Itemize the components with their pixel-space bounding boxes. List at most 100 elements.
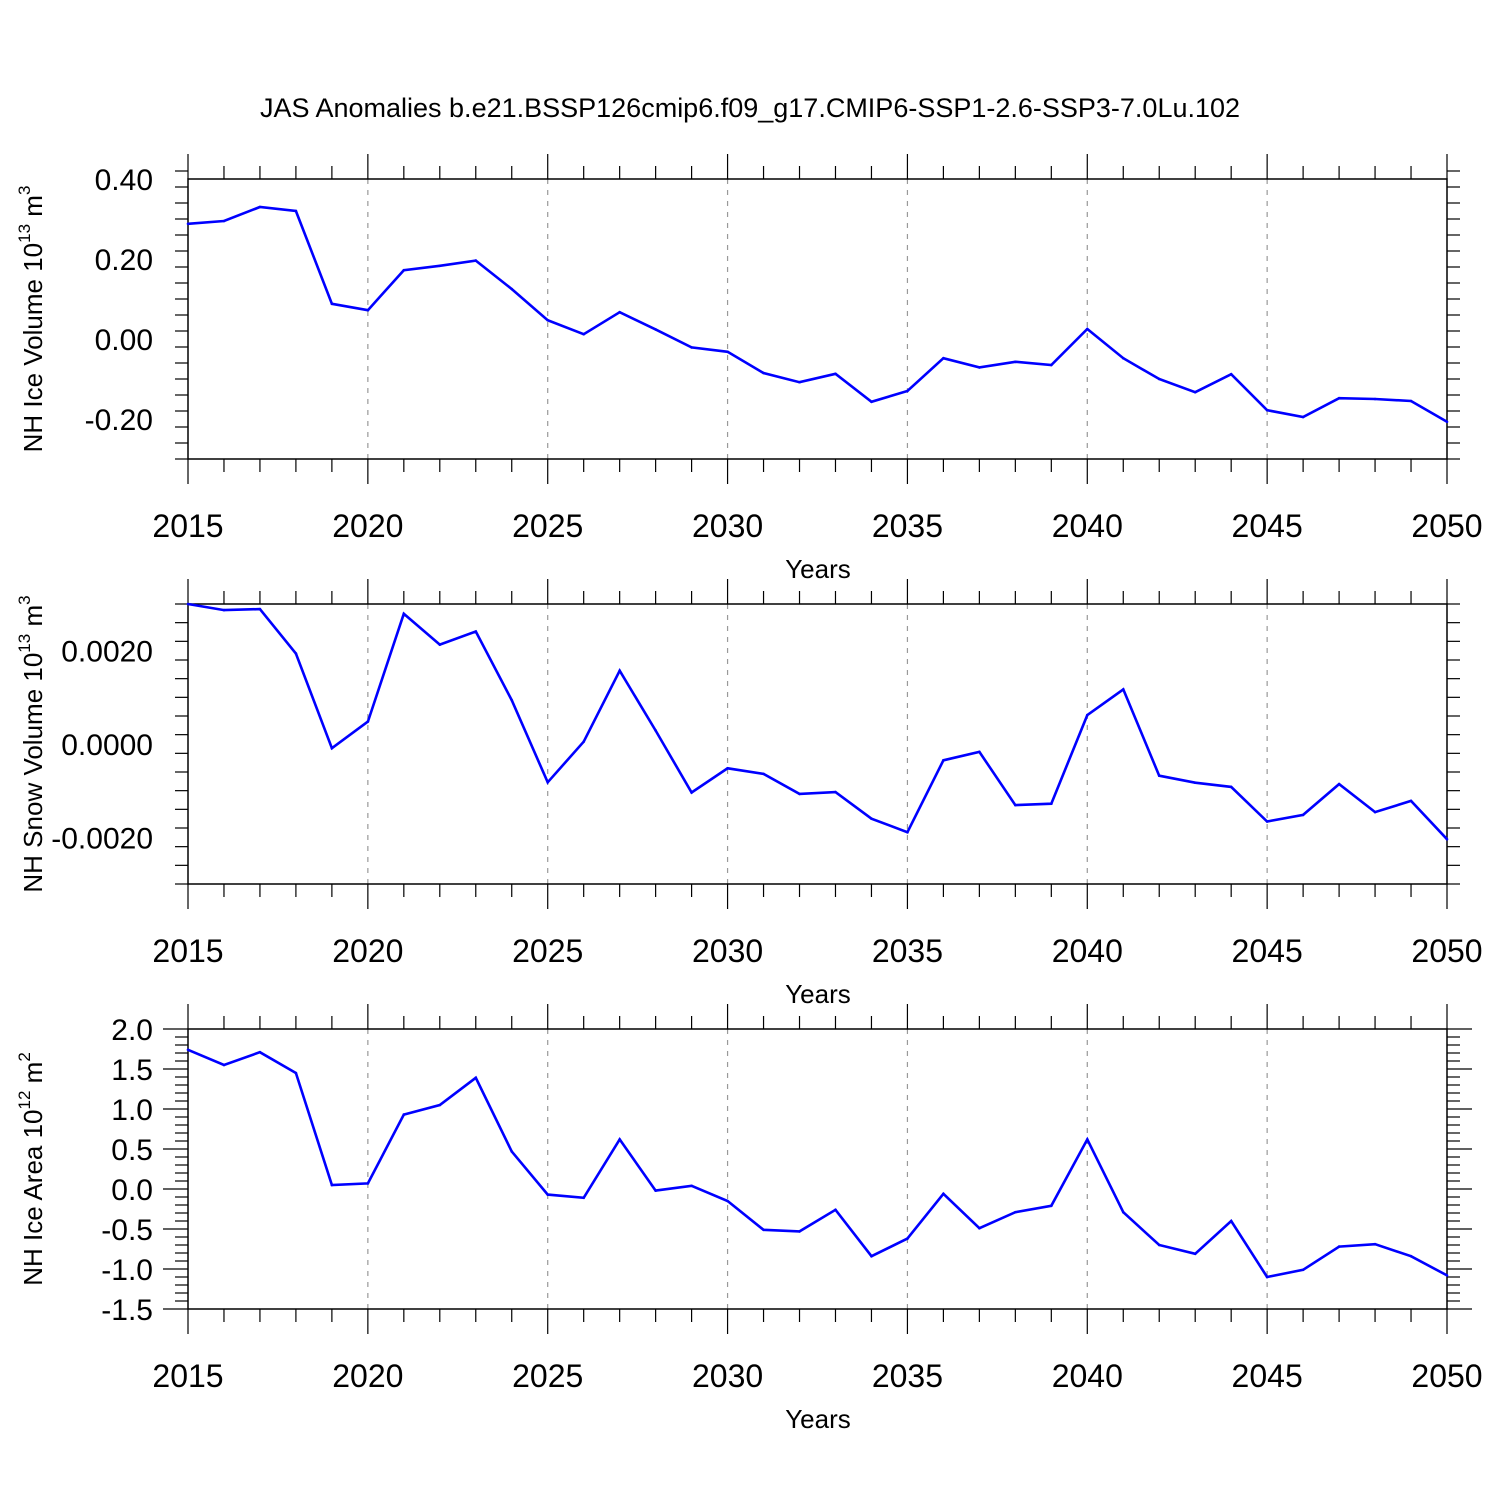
data-point	[1050, 1204, 1053, 1208]
data-point	[1085, 1138, 1089, 1141]
x-tick-label: 2025	[512, 508, 583, 544]
y-tick-label: -0.5	[101, 1214, 153, 1247]
y-tick-label: 0.5	[111, 1134, 153, 1167]
data-point	[1014, 360, 1017, 364]
data-point	[906, 389, 909, 393]
x-tick-label: 2015	[152, 1358, 223, 1394]
data-point	[1301, 1268, 1305, 1272]
series-line	[187, 602, 1448, 841]
data-point	[870, 817, 873, 820]
y-tick-label: 1.0	[111, 1094, 153, 1127]
x-tick-label: 2045	[1232, 508, 1303, 544]
data-point	[258, 205, 262, 209]
x-tick-label: 2035	[872, 933, 943, 969]
data-point	[294, 209, 298, 213]
data-point	[654, 1189, 657, 1192]
x-tick-label: 2025	[512, 933, 583, 969]
data-point	[474, 1076, 478, 1080]
y-tick-label: 0.0000	[61, 729, 153, 762]
y-axis-label: NH Snow Volume 1013 m3	[15, 595, 48, 892]
x-tick-label: 2035	[872, 508, 943, 544]
x-axis-label: Years	[785, 979, 851, 1009]
data-point	[654, 729, 657, 732]
data-point	[186, 602, 190, 606]
data-point	[438, 1103, 442, 1107]
data-point	[402, 1113, 406, 1116]
data-point	[1157, 377, 1161, 381]
data-point	[582, 332, 585, 336]
data-point	[798, 792, 801, 796]
data-point	[546, 780, 550, 784]
data-point	[186, 222, 190, 226]
data-point	[906, 1237, 909, 1240]
data-point	[834, 1208, 837, 1212]
data-point	[366, 720, 370, 723]
data-point	[330, 746, 334, 750]
data-point	[942, 1192, 945, 1196]
data-point	[1193, 781, 1197, 785]
data-point	[1121, 1210, 1125, 1214]
x-tick-label: 2045	[1232, 933, 1303, 969]
x-tick-label: 2020	[332, 1358, 403, 1394]
y-axis-label: NH Ice Volume 1013 m3	[15, 186, 48, 453]
data-point	[1373, 1242, 1377, 1246]
data-point	[762, 772, 765, 776]
data-point	[1193, 1252, 1197, 1256]
plot-frame	[187, 178, 1448, 460]
y-tick-label: 2.0	[111, 1014, 153, 1047]
x-tick-label: 2040	[1052, 933, 1123, 969]
data-point	[546, 1193, 550, 1196]
data-point	[726, 350, 729, 354]
data-point	[690, 791, 693, 794]
x-tick-label: 2015	[152, 508, 223, 544]
data-point	[1085, 713, 1089, 717]
y-tick-label: 0.20	[95, 244, 153, 277]
data-point	[438, 643, 442, 646]
data-point	[474, 630, 478, 633]
data-point	[582, 1196, 585, 1200]
x-tick-label: 2045	[1232, 1358, 1303, 1394]
x-tick-label: 2015	[152, 933, 223, 969]
data-point	[186, 1048, 190, 1052]
data-point	[258, 1050, 262, 1054]
data-point	[906, 830, 909, 834]
data-point	[1409, 1254, 1413, 1258]
data-point	[1445, 837, 1449, 841]
data-point	[618, 310, 621, 314]
x-tick-label: 2025	[512, 1358, 583, 1394]
y-tick-label: -1.5	[101, 1294, 153, 1327]
data-point	[618, 1138, 621, 1141]
x-tick-label: 2020	[332, 933, 403, 969]
data-point	[726, 1199, 729, 1203]
series-line	[187, 205, 1448, 423]
data-point	[1229, 785, 1233, 789]
data-point	[654, 328, 657, 331]
data-point	[1229, 372, 1233, 376]
y-axis-label: NH Ice Area 1012 m2	[15, 1052, 48, 1286]
data-point	[474, 259, 478, 262]
data-point	[330, 302, 334, 306]
data-point	[1265, 820, 1269, 823]
data-point	[942, 356, 945, 360]
x-tick-label: 2050	[1411, 508, 1482, 544]
y-tick-label: 1.5	[111, 1054, 153, 1087]
series-line	[187, 1048, 1448, 1279]
x-tick-label: 2030	[692, 508, 763, 544]
x-axis-label: Years	[785, 554, 851, 584]
data-point	[546, 318, 550, 322]
data-point	[1050, 363, 1053, 367]
x-tick-label: 2035	[872, 1358, 943, 1394]
data-point	[1265, 1275, 1269, 1279]
data-point	[1265, 408, 1269, 412]
data-point	[222, 219, 226, 223]
y-tick-label: 0.40	[95, 164, 153, 197]
data-point	[1373, 810, 1377, 814]
data-point	[1301, 813, 1305, 817]
x-tick-label: 2040	[1052, 1358, 1123, 1394]
data-point	[1229, 1219, 1233, 1223]
data-point	[1085, 327, 1089, 331]
data-point	[1445, 420, 1449, 424]
x-tick-label: 2040	[1052, 508, 1123, 544]
panel-2: -0.0020 0.0000 0.0020 2015 2020 2025 2030 2035 2…	[15, 579, 1483, 1009]
data-point	[978, 750, 981, 754]
